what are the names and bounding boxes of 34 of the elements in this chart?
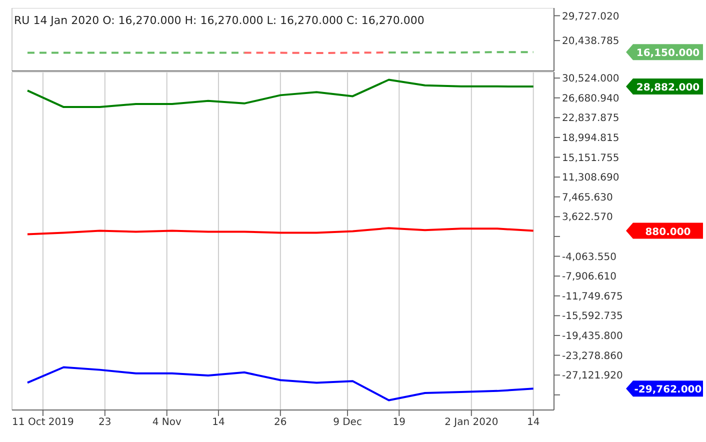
y-tick-label: 15,151.755 — [562, 152, 620, 164]
y-tick-label: 22,837.875 — [562, 113, 620, 124]
text: 16,150.000 — [636, 48, 700, 60]
x-tick-label: 19 — [392, 417, 406, 428]
x-tick-label: 9 Dec — [333, 417, 362, 428]
y-tick-label: -23,278.860 — [562, 350, 623, 362]
x-tick-label: 26 — [274, 417, 287, 428]
line-series — [26, 366, 534, 402]
line-series — [26, 78, 534, 108]
y-tick-label: 30,524.000 — [562, 74, 620, 85]
x-tick-label: 11 Oct 2019 — [12, 417, 74, 428]
x-tick-label: 2 Jan 2020 — [444, 417, 498, 428]
y-tick-label: -27,121.920 — [562, 370, 623, 382]
text: RU 14 Jan 2020 O: 16,270.000 H: 16,270.000 L: 16,270.000 C: 16,270.000 — [14, 14, 424, 27]
y-tick-label: -11,749.675 — [562, 291, 623, 302]
y-tick-label: 3,622.570 — [562, 212, 613, 224]
y-tick-label: 11,308.690 — [562, 172, 620, 184]
y-tick-label: -19,435.800 — [562, 331, 623, 342]
y-tick-label: 26,680.940 — [562, 93, 620, 104]
y-tick-label: 20,438.785 — [562, 36, 620, 48]
y-tick-label: -4,063.550 — [562, 252, 617, 263]
x-tick-label: 4 Nov — [152, 417, 182, 428]
y-tick-label: 18,994.815 — [562, 133, 620, 144]
x-tick-label: 14 — [526, 417, 540, 428]
y-tick-label: -7,906.610 — [562, 272, 617, 283]
line-series — [26, 227, 534, 236]
y-tick-label: 29,727.020 — [562, 11, 620, 22]
y-tick-label: 7,465.630 — [562, 192, 613, 204]
text: 28,882.000 — [636, 82, 700, 94]
x-tick-label: 14 — [212, 417, 225, 428]
y-tick-label: -15,592.735 — [562, 311, 623, 322]
text: -29,762.000 — [634, 384, 702, 396]
text: 880.000 — [645, 226, 691, 238]
x-tick-label: 23 — [98, 417, 112, 428]
